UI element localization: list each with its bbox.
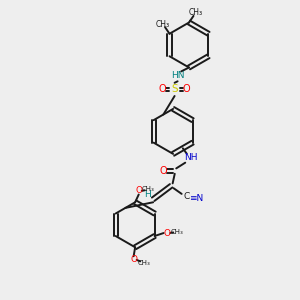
Text: CH₃: CH₃: [188, 8, 203, 17]
Text: ≡N: ≡N: [189, 194, 203, 203]
Text: HN: HN: [171, 71, 184, 80]
Text: CH₃: CH₃: [138, 260, 151, 266]
Text: O: O: [159, 84, 167, 94]
Text: O: O: [183, 84, 190, 94]
Text: O: O: [130, 255, 137, 264]
Text: CH₃: CH₃: [156, 20, 170, 28]
Text: H: H: [144, 190, 151, 199]
Text: NH: NH: [184, 153, 198, 162]
Text: O: O: [160, 166, 167, 176]
Text: CH₃: CH₃: [142, 186, 155, 192]
Text: S: S: [171, 84, 178, 94]
Text: O: O: [135, 186, 142, 195]
Text: O: O: [164, 229, 171, 238]
Text: CH₃: CH₃: [170, 229, 183, 235]
Text: C: C: [183, 192, 189, 201]
